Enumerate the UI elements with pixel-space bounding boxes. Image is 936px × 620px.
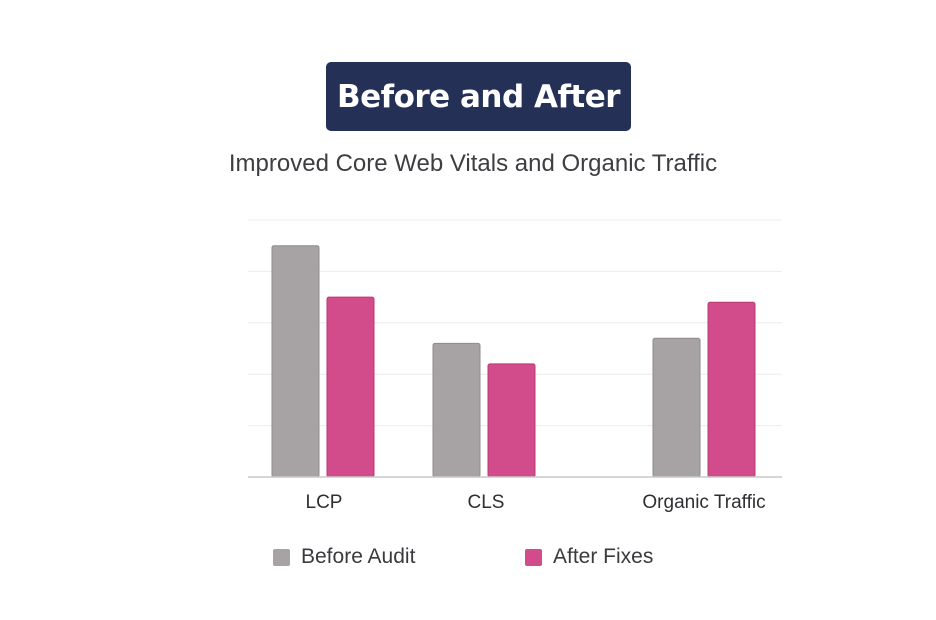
bar-before-organic-traffic: [652, 337, 701, 478]
bar-after-lcp: [326, 296, 375, 478]
x-tick-label: Organic Traffic: [642, 492, 765, 513]
bar-after-organic-traffic: [707, 301, 756, 478]
legend-swatch-before: [273, 548, 290, 566]
legend-label-before: Before Audit: [301, 545, 416, 568]
bar-before-lcp: [271, 245, 320, 478]
bar-before-cls: [432, 342, 481, 478]
legend-swatch-after: [525, 548, 542, 566]
x-tick-label: LCP: [306, 492, 343, 513]
chart-subtitle: Improved Core Web Vitals and Organic Tra…: [228, 150, 718, 177]
legend-item-after: After Fixes: [525, 544, 653, 570]
legend-label-after: After Fixes: [553, 545, 654, 568]
bar-after-cls: [487, 363, 536, 478]
legend-item-before: Before Audit: [273, 544, 415, 570]
x-tick-label: CLS: [468, 492, 505, 513]
chart-title: Before and After: [326, 62, 631, 131]
